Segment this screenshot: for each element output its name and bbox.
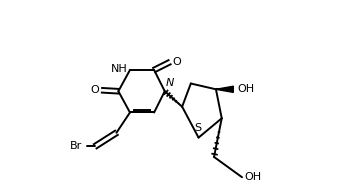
Text: Br: Br	[69, 141, 82, 151]
Text: S: S	[194, 123, 201, 133]
Polygon shape	[216, 86, 233, 92]
Text: NH: NH	[111, 64, 128, 74]
Text: O: O	[172, 57, 181, 67]
Text: OH: OH	[244, 172, 261, 182]
Text: OH: OH	[237, 84, 254, 94]
Text: N: N	[166, 78, 174, 88]
Text: O: O	[91, 85, 99, 95]
